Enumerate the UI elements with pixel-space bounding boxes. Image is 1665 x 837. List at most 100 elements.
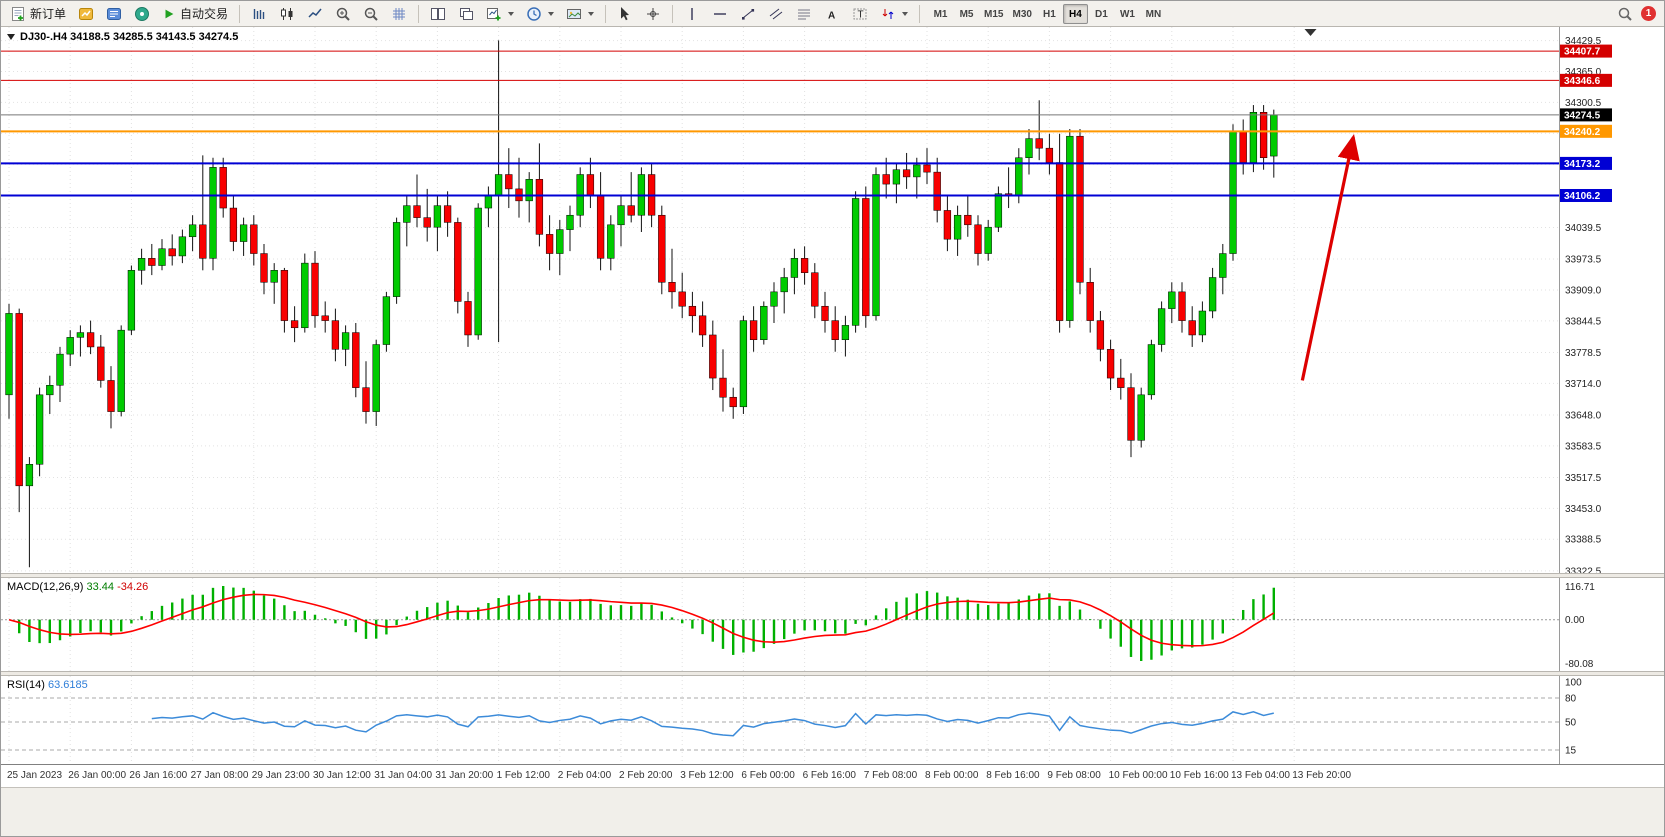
periods-button[interactable]: [521, 3, 559, 25]
vertical-line-tool-button[interactable]: [679, 3, 705, 25]
text-icon: A: [828, 10, 835, 21]
notification-badge[interactable]: 1: [1641, 6, 1656, 21]
time-axis-label: 31 Jan 20:00: [435, 770, 494, 781]
algo-icon: [135, 6, 150, 21]
price-tick-label: 33909.0: [1565, 285, 1602, 296]
time-axis-label: 27 Jan 08:00: [190, 770, 249, 781]
zoom-in-button[interactable]: [330, 3, 356, 25]
macd-indicator-canvas[interactable]: 116.71 0.00 -80.08: [1, 578, 1665, 671]
new-chart-button[interactable]: [481, 3, 519, 25]
new-chart-icon: [487, 7, 501, 20]
bar-chart-mode-button[interactable]: [246, 3, 272, 25]
price-badge: 34106.2: [1560, 188, 1612, 202]
time-axis-label: 6 Feb 16:00: [802, 770, 856, 781]
macd-axis-top-label: 116.71: [1565, 582, 1595, 593]
clock-icon: [527, 6, 541, 21]
arrows-tool-button[interactable]: [875, 3, 913, 25]
price-tick-label: 33844.5: [1565, 316, 1602, 327]
time-axis-label: 10 Feb 00:00: [1108, 770, 1168, 781]
timeframe-button-H1[interactable]: H1: [1043, 8, 1056, 20]
chart-ohlc-header: DJ30-.H4 34188.5 34285.5 34143.5 34274.5: [7, 31, 238, 43]
new-order-button[interactable]: 新订单: [5, 3, 71, 25]
channel-icon: [769, 8, 783, 19]
rsi-value: 63.6185: [47, 679, 88, 691]
toolbar-separator: [919, 4, 921, 23]
price-chart-canvas[interactable]: 34429.534365.034300.534236.034171.534107…: [1, 27, 1665, 573]
price-gridlines: [1, 27, 1559, 573]
line-chart-mode-button[interactable]: [302, 3, 328, 25]
pane-separator[interactable]: [1, 573, 1664, 578]
candlestick-mode-button[interactable]: [274, 3, 300, 25]
one-click-trading-toggle-icon[interactable]: [7, 34, 15, 40]
grid-toggle-button[interactable]: [386, 3, 412, 25]
macd-axis-zero-label: 0.00: [1565, 615, 1585, 626]
dropdown-caret-icon: [588, 11, 595, 16]
dropdown-caret-icon: [508, 11, 515, 16]
trendline-tool-button[interactable]: [735, 3, 761, 25]
dropdown-caret-icon: [902, 11, 909, 16]
new-order-icon: [12, 6, 24, 21]
text-tool-button[interactable]: A: [819, 3, 845, 25]
zoom-out-icon: [364, 7, 378, 21]
time-axis-label: 31 Jan 04:00: [374, 770, 433, 781]
timeframe-button-W1[interactable]: W1: [1119, 8, 1135, 20]
timeframe-button-M5[interactable]: M5: [959, 8, 974, 20]
scripts-button[interactable]: [129, 3, 155, 25]
time-axis-label: 13 Feb 20:00: [1292, 770, 1352, 781]
tile-windows-button[interactable]: [425, 3, 451, 25]
cursor-icon: [621, 6, 630, 20]
search-icon[interactable]: [1617, 6, 1633, 22]
vertical-line-icon: [691, 7, 693, 20]
templates-button[interactable]: [561, 3, 599, 25]
svg-text:A: A: [828, 10, 835, 21]
rsi-axis-label: 100: [1565, 678, 1582, 689]
timeframe-button-MN[interactable]: MN: [1145, 8, 1162, 20]
timeframe-button-M1[interactable]: M1: [933, 8, 948, 20]
cascade-windows-button[interactable]: [453, 3, 479, 25]
cascade-windows-icon: [460, 7, 474, 20]
zoom-in-icon: [336, 7, 350, 21]
rsi-header: RSI(14) 63.6185: [7, 679, 88, 691]
rsi-axis-label: 80: [1565, 694, 1577, 705]
time-axis-label: 7 Feb 08:00: [863, 770, 918, 781]
chart-shift-marker[interactable]: [1304, 29, 1317, 36]
svg-text:T: T: [858, 9, 864, 20]
price-tick-label: 33388.5: [1565, 535, 1602, 546]
price-tick-label: 33648.0: [1565, 410, 1602, 421]
time-axis[interactable]: 25 Jan 2023 26 Jan 00:00 26 Jan 16:00 27 Ja…: [1, 764, 1664, 787]
zoom-out-button[interactable]: [358, 3, 384, 25]
auto-trading-button[interactable]: 自动交易: [157, 3, 233, 25]
gold-chart-icon: [79, 7, 94, 20]
svg-text:34173.2: 34173.2: [1564, 159, 1601, 170]
charts-button[interactable]: [73, 3, 99, 25]
timeframe-button-D1[interactable]: D1: [1095, 8, 1108, 20]
timeframe-button-M15[interactable]: M15: [984, 8, 1004, 20]
horizontal-level-lines[interactable]: [1, 50, 1559, 197]
toolbar-separator: [672, 4, 674, 23]
timeframe-button-H4[interactable]: H4: [1062, 3, 1088, 24]
auto-trading-label: 自动交易: [180, 7, 229, 21]
market-watch-button[interactable]: [101, 3, 127, 25]
crosshair-tool-button[interactable]: [640, 3, 666, 25]
dropdown-caret-icon: [548, 11, 555, 16]
fibonacci-tool-button[interactable]: [791, 3, 817, 25]
horizontal-line-tool-button[interactable]: [707, 3, 733, 25]
timeframe-toolbar: M1 M5 M15 M30 H1 H4 D1 W1 MN: [928, 3, 1166, 24]
macd-signal-value: -34.26: [117, 581, 149, 593]
label-tool-button[interactable]: T: [847, 3, 873, 25]
price-badge: 34240.2: [1560, 124, 1612, 138]
svg-text:34106.2: 34106.2: [1564, 191, 1601, 202]
rsi-label: RSI(14): [7, 679, 45, 691]
window-bottom-strip: [1, 787, 1664, 836]
price-tick-label: 34365.0: [1565, 67, 1602, 78]
pane-separator[interactable]: [1, 671, 1664, 676]
price-badge: 34407.7: [1560, 44, 1612, 58]
cursor-tool-button[interactable]: [612, 3, 638, 25]
price-tick-label: 33973.5: [1565, 255, 1602, 266]
timeframe-button-M30[interactable]: M30: [1012, 8, 1032, 20]
price-tick-label: 34039.5: [1565, 223, 1602, 234]
market-watch-icon: [107, 7, 122, 20]
trend-arrow-annotation[interactable]: [1300, 134, 1360, 381]
channel-tool-button[interactable]: [763, 3, 789, 25]
rsi-indicator-canvas[interactable]: 100 80 50 15: [1, 676, 1665, 764]
